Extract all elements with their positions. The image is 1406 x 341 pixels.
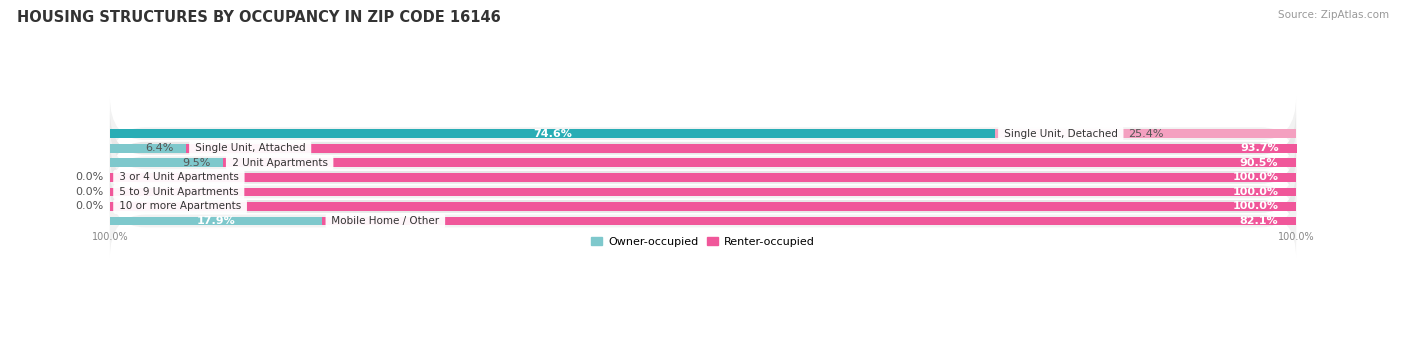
Text: HOUSING STRUCTURES BY OCCUPANCY IN ZIP CODE 16146: HOUSING STRUCTURES BY OCCUPANCY IN ZIP C… <box>17 10 501 25</box>
Text: 100.0%: 100.0% <box>1232 172 1278 182</box>
Text: 0.0%: 0.0% <box>76 172 104 182</box>
FancyBboxPatch shape <box>110 184 1296 258</box>
Bar <box>110 129 995 138</box>
Text: Source: ZipAtlas.com: Source: ZipAtlas.com <box>1278 10 1389 20</box>
Text: Mobile Home / Other: Mobile Home / Other <box>328 216 443 226</box>
Text: 9.5%: 9.5% <box>183 158 211 168</box>
Legend: Owner-occupied, Renter-occupied: Owner-occupied, Renter-occupied <box>586 232 820 251</box>
Text: 100.0%: 100.0% <box>1232 202 1278 211</box>
Bar <box>995 129 1296 138</box>
Text: 0.0%: 0.0% <box>76 187 104 197</box>
Text: 100.0%: 100.0% <box>1232 187 1278 197</box>
Bar <box>110 188 1296 196</box>
Text: 0.0%: 0.0% <box>76 202 104 211</box>
Bar <box>222 159 1296 167</box>
Bar <box>110 159 222 167</box>
Text: 6.4%: 6.4% <box>146 143 174 153</box>
FancyBboxPatch shape <box>110 111 1296 186</box>
Text: 82.1%: 82.1% <box>1240 216 1278 226</box>
Text: 25.4%: 25.4% <box>1128 129 1163 139</box>
Text: Single Unit, Attached: Single Unit, Attached <box>191 143 309 153</box>
FancyBboxPatch shape <box>110 125 1296 200</box>
Text: 93.7%: 93.7% <box>1241 143 1279 153</box>
FancyBboxPatch shape <box>110 169 1296 244</box>
Text: Single Unit, Detached: Single Unit, Detached <box>1001 129 1121 139</box>
Text: 5 to 9 Unit Apartments: 5 to 9 Unit Apartments <box>115 187 242 197</box>
Text: 3 or 4 Unit Apartments: 3 or 4 Unit Apartments <box>115 172 242 182</box>
Text: 2 Unit Apartments: 2 Unit Apartments <box>229 158 330 168</box>
Text: 10 or more Apartments: 10 or more Apartments <box>115 202 245 211</box>
Bar <box>186 144 1298 152</box>
FancyBboxPatch shape <box>110 154 1296 229</box>
FancyBboxPatch shape <box>110 97 1296 171</box>
FancyBboxPatch shape <box>110 140 1296 214</box>
Bar <box>110 202 1296 211</box>
Text: 74.6%: 74.6% <box>533 129 572 139</box>
Bar <box>110 217 322 225</box>
Bar <box>110 173 1296 182</box>
Bar <box>322 217 1296 225</box>
Text: 17.9%: 17.9% <box>197 216 235 226</box>
Bar <box>110 144 186 152</box>
Text: 90.5%: 90.5% <box>1240 158 1278 168</box>
